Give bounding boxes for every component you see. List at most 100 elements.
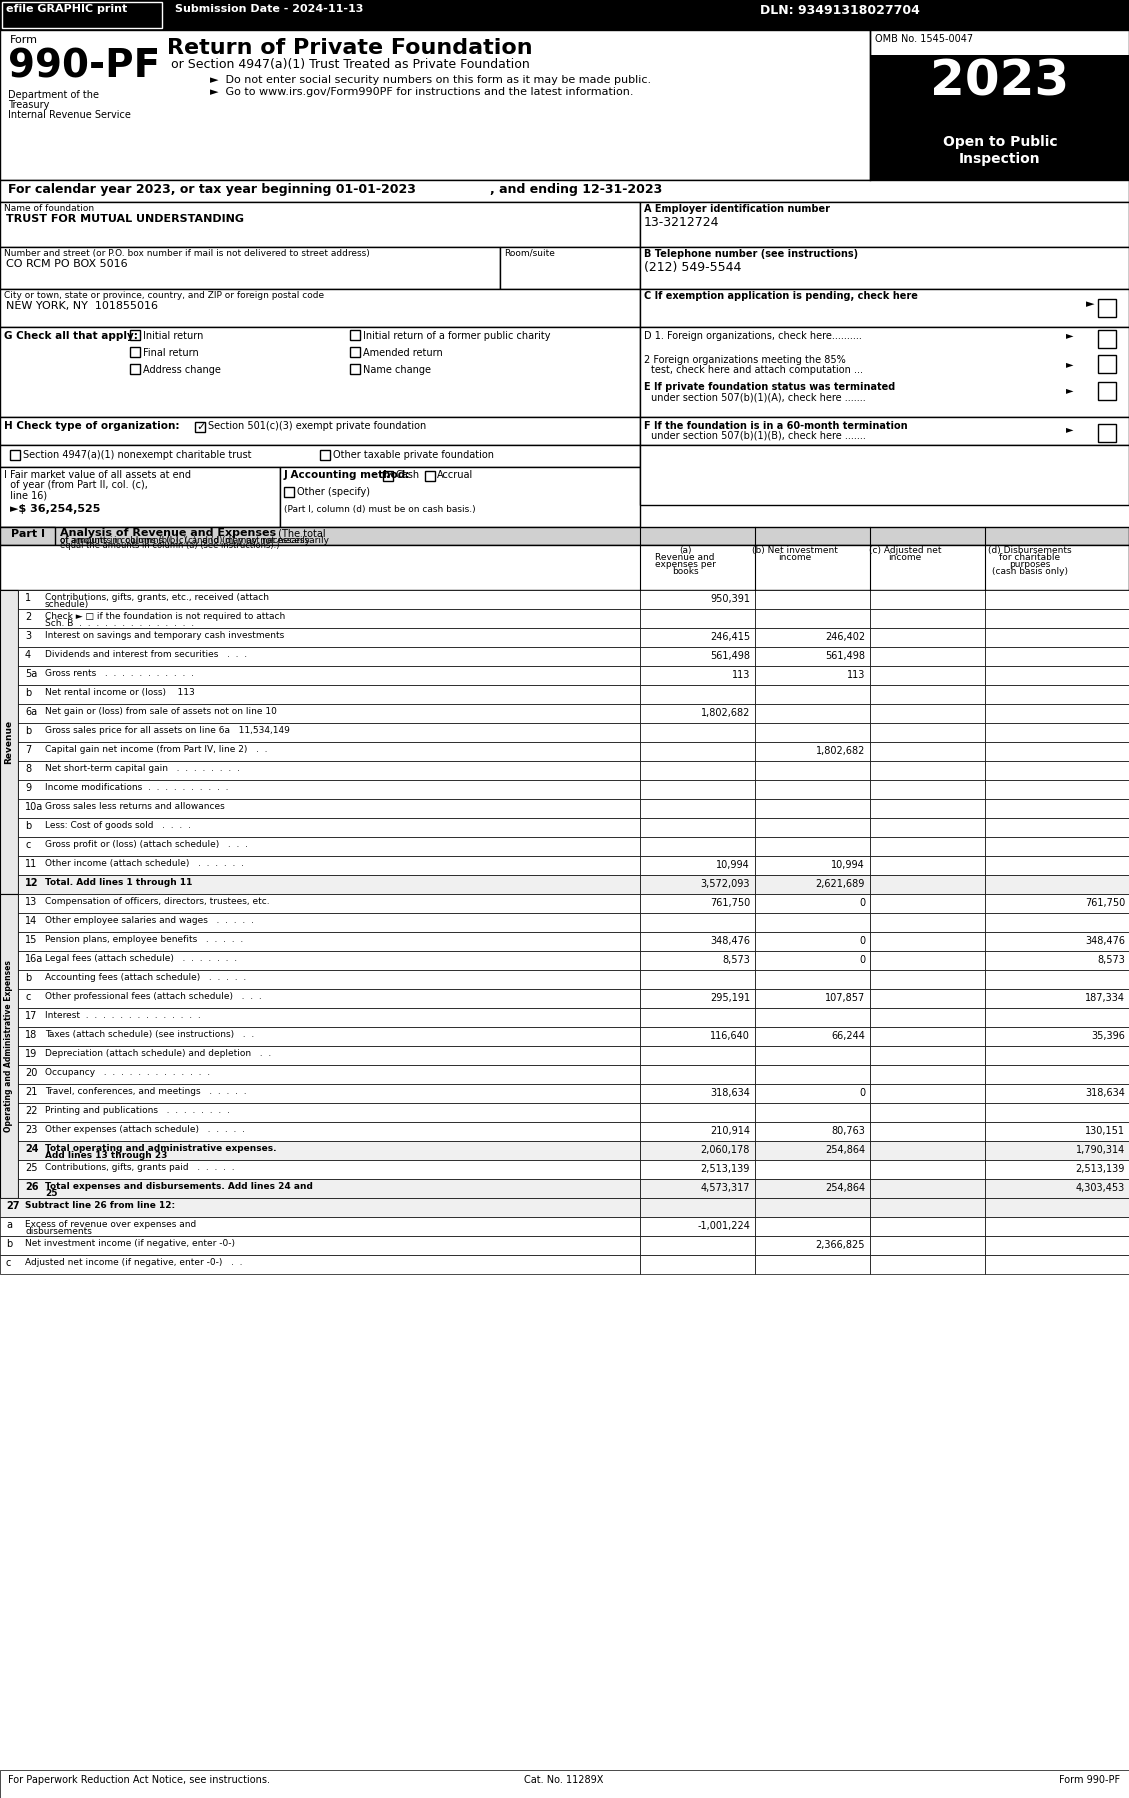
Text: 27: 27 [6, 1201, 19, 1212]
Text: ►: ► [1066, 424, 1074, 433]
Text: Amended return: Amended return [364, 349, 443, 358]
Bar [870, 1179, 984, 1197]
Text: Other (specify): Other (specify) [297, 487, 370, 496]
Text: 18: 18 [25, 1030, 37, 1039]
Bar [755, 723, 870, 743]
Text: b: b [25, 689, 32, 698]
Bar [870, 1046, 984, 1064]
Text: Total. Add lines 1 through 11: Total. Add lines 1 through 11 [45, 877, 192, 886]
Bar [984, 665, 1129, 685]
Text: Other income (attach schedule)   .  .  .  .  .  .: Other income (attach schedule) . . . . .… [45, 859, 244, 868]
Text: Return of Private Foundation: Return of Private Foundation [167, 38, 533, 58]
Bar [350, 363, 360, 374]
Bar [640, 838, 755, 856]
Text: Form 990-PF: Form 990-PF [1059, 1775, 1120, 1785]
Bar [870, 894, 984, 913]
Text: 10a: 10a [25, 802, 43, 813]
Bar [0, 1769, 1129, 1798]
Bar [640, 1255, 755, 1275]
Bar [755, 780, 870, 798]
Bar [640, 705, 755, 723]
Text: 950,391: 950,391 [710, 593, 750, 604]
Text: 3: 3 [25, 631, 32, 642]
Bar [640, 628, 755, 647]
Bar [870, 590, 984, 610]
Text: Gross sales price for all assets on line 6a   11,534,149: Gross sales price for all assets on line… [45, 726, 290, 735]
Text: 348,476: 348,476 [710, 937, 750, 946]
Text: (Part I, column (d) must be on cash basis.): (Part I, column (d) must be on cash basi… [285, 505, 475, 514]
Bar [640, 1217, 755, 1235]
Bar [18, 931, 640, 951]
Text: Section 501(c)(3) exempt private foundation: Section 501(c)(3) exempt private foundat… [208, 421, 427, 432]
Text: (c) Adjusted net: (c) Adjusted net [868, 547, 942, 556]
Bar [755, 876, 870, 894]
Bar [0, 1235, 640, 1255]
Text: 23: 23 [25, 1126, 37, 1135]
Text: 348,476: 348,476 [1085, 937, 1124, 946]
Text: 113: 113 [847, 671, 865, 680]
Bar [640, 1102, 755, 1122]
Bar [984, 723, 1129, 743]
Text: Total expenses and disbursements. Add lines 24 and: Total expenses and disbursements. Add li… [45, 1181, 313, 1190]
Bar [640, 1027, 755, 1046]
Text: of amounts in columns (b), (c), and (d) may not necessarily: of amounts in columns (b), (c), and (d) … [60, 536, 309, 545]
Bar [984, 685, 1129, 705]
Bar [1099, 331, 1115, 349]
Bar [640, 246, 1129, 289]
Bar [640, 647, 755, 665]
Text: , and ending 12-31-2023: , and ending 12-31-2023 [490, 183, 663, 196]
Text: 35,396: 35,396 [1091, 1030, 1124, 1041]
Bar [1099, 381, 1115, 399]
Bar [1099, 354, 1115, 372]
Text: 12: 12 [25, 877, 38, 888]
Bar [755, 1235, 870, 1255]
Bar [350, 331, 360, 340]
Bar [984, 1009, 1129, 1027]
Bar [18, 1122, 640, 1142]
Text: 761,750: 761,750 [710, 897, 750, 908]
Text: 8,573: 8,573 [723, 955, 750, 966]
Bar [984, 856, 1129, 876]
Bar [640, 723, 755, 743]
Text: Accrual: Accrual [437, 469, 473, 480]
Bar [984, 838, 1129, 856]
Bar [984, 894, 1129, 913]
Text: 254,864: 254,864 [825, 1183, 865, 1194]
Bar [18, 665, 640, 685]
Bar [755, 1179, 870, 1197]
Text: 25: 25 [25, 1163, 37, 1172]
Bar [18, 989, 640, 1009]
Text: 10,994: 10,994 [831, 859, 865, 870]
Text: Income modifications  .  .  .  .  .  .  .  .  .  .: Income modifications . . . . . . . . . . [45, 782, 228, 791]
Text: Form: Form [10, 34, 38, 45]
Bar [0, 590, 18, 894]
Text: Less: Cost of goods sold   .  .  .  .: Less: Cost of goods sold . . . . [45, 822, 191, 831]
Text: 0: 0 [859, 897, 865, 908]
Bar [640, 417, 1129, 444]
Text: 318,634: 318,634 [1085, 1088, 1124, 1099]
Text: 246,415: 246,415 [710, 633, 750, 642]
Text: 761,750: 761,750 [1085, 897, 1124, 908]
Text: 9: 9 [25, 782, 32, 793]
Text: A Employer identification number: A Employer identification number [644, 203, 830, 214]
Text: 1: 1 [25, 593, 32, 602]
Text: of year (from Part II, col. (c),: of year (from Part II, col. (c), [5, 480, 148, 491]
Text: 80,763: 80,763 [831, 1126, 865, 1136]
Bar [870, 743, 984, 761]
Bar [870, 1064, 984, 1084]
Bar [18, 1009, 640, 1027]
Bar [0, 246, 500, 289]
Text: Department of the: Department of the [8, 90, 99, 101]
Bar [984, 1235, 1129, 1255]
Text: Contributions, gifts, grants paid   .  .  .  .  .: Contributions, gifts, grants paid . . . … [45, 1163, 235, 1172]
Bar [870, 129, 1129, 180]
Text: Excess of revenue over expenses and: Excess of revenue over expenses and [25, 1221, 196, 1230]
Text: 13-3212724: 13-3212724 [644, 216, 719, 228]
Text: 8,573: 8,573 [1097, 955, 1124, 966]
Bar [130, 331, 140, 340]
Text: Accounting fees (attach schedule)   .  .  .  .  .: Accounting fees (attach schedule) . . . … [45, 973, 246, 982]
Bar [984, 1084, 1129, 1102]
Text: Internal Revenue Service: Internal Revenue Service [8, 110, 131, 120]
Bar [0, 894, 18, 1197]
Text: 990-PF: 990-PF [8, 49, 160, 86]
